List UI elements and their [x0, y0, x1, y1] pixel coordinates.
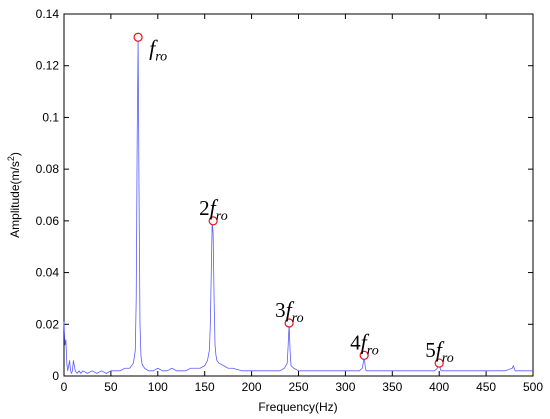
y-axis-title-main: Amplitude(m/s	[8, 161, 22, 238]
x-tick-label: 400	[429, 380, 449, 394]
peak-markers	[133, 32, 444, 368]
peak-label-coefficient: 5	[425, 338, 436, 362]
peak-label: 3fro	[275, 297, 304, 326]
x-tick-label: 200	[242, 380, 262, 394]
x-tick-label: 300	[335, 380, 355, 394]
y-tick-label: 0.02	[36, 317, 60, 331]
peak-marker	[133, 32, 143, 42]
y-axis-title-sup: 2	[6, 156, 16, 161]
y-tick-label: 0.14	[36, 7, 60, 21]
y-tick-label: 0.12	[36, 59, 60, 73]
y-tick-label: 0.06	[36, 214, 60, 228]
peak-marker	[359, 350, 369, 360]
x-tick-label: 350	[382, 380, 402, 394]
x-tick-label: 0	[61, 380, 68, 394]
peak-label: fro	[149, 35, 167, 64]
peak-label-subscript: ro	[155, 49, 167, 64]
y-tick-label: 0.04	[36, 266, 60, 280]
x-tick-label: 100	[148, 380, 168, 394]
x-tick-label: 50	[104, 380, 118, 394]
y-tick-label: 0.08	[36, 162, 60, 176]
peak-label-coefficient: 2	[199, 196, 210, 220]
peak-label-coefficient: 4	[350, 330, 361, 354]
peak-label-symbol: f	[436, 337, 445, 362]
axis-ticks: 0 50 100 150 200 250 300 350 400 450 500 0 0.02 0.04 0…	[36, 7, 544, 394]
peak-label-subscript: ro	[292, 311, 304, 326]
peak-label-symbol: f	[149, 35, 158, 60]
y-tick-label: 0.1	[42, 110, 59, 124]
peak-label-coefficient: 3	[275, 298, 286, 322]
peak-label-subscript: ro	[367, 343, 379, 358]
spectrum-line	[63, 36, 533, 374]
peak-label-subscript: ro	[442, 351, 454, 366]
y-tick-label: 0	[52, 369, 59, 383]
peak-label-symbol: f	[361, 329, 370, 354]
y-axis-title: Amplitude(m/s2)	[6, 152, 22, 238]
x-axis-title: Frequency(Hz)	[258, 400, 337, 414]
x-tick-label: 250	[288, 380, 308, 394]
peak-label-symbol: f	[210, 195, 219, 220]
plot-area	[63, 13, 534, 377]
x-tick-label: 450	[476, 380, 496, 394]
peak-label: 2fro	[199, 195, 228, 224]
peak-label: 4fro	[350, 329, 379, 358]
peak-label-subscript: ro	[216, 209, 228, 224]
peak-marker	[284, 318, 294, 328]
series-layer	[63, 36, 533, 374]
peak-label: 5fro	[425, 337, 454, 366]
peak-label-symbol: f	[286, 297, 295, 322]
x-tick-label: 150	[195, 380, 215, 394]
x-tick-label: 500	[523, 380, 543, 394]
peak-marker	[434, 358, 444, 368]
peak-marker	[208, 216, 218, 226]
y-axis-title-close: )	[8, 152, 22, 156]
